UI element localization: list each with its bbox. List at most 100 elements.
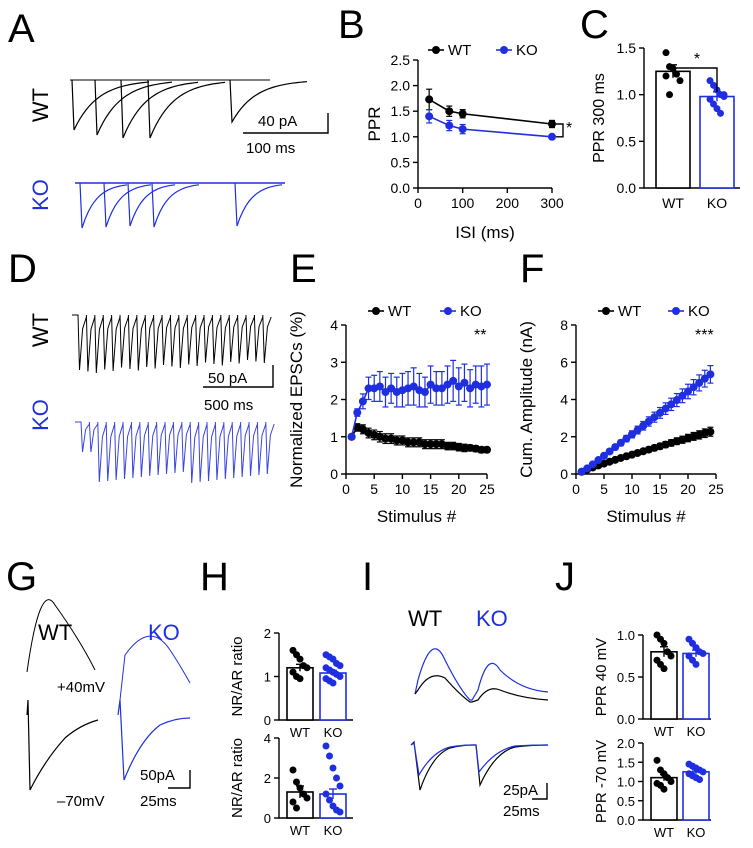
panel-b-point-wt xyxy=(425,95,434,104)
panel-h-top-datapoint-ko xyxy=(336,673,344,680)
panel-b-xtick-label: 200 xyxy=(496,195,520,211)
panel-b-ytick-label: 1.5 xyxy=(391,103,411,119)
panel-c-datapoint-wt xyxy=(662,49,670,57)
panel-e-ytick-label: 1 xyxy=(330,429,338,445)
panel-j-top-datapoint-wt xyxy=(660,665,668,673)
panel-a-ko-epsc xyxy=(151,182,200,228)
panel-e-point-ko xyxy=(381,388,390,397)
panel-e-legend-label-ko: KO xyxy=(460,303,482,320)
panel-b-xlabel: ISI (ms) xyxy=(455,223,515,242)
panel-h-bottom-category-label-ko: KO xyxy=(324,823,343,838)
panel-f-point-ko xyxy=(678,391,687,400)
panel-e-legend-marker-ko xyxy=(444,307,452,315)
panel-e-point-wt xyxy=(432,440,441,449)
panel-e-xtick-label: 10 xyxy=(395,481,411,497)
panel-e-point-ko xyxy=(466,384,475,393)
panel-b-legend-label-wt: WT xyxy=(448,42,471,59)
panel-f-xtick-label: 25 xyxy=(708,481,724,497)
panel-b-significance: * xyxy=(566,120,572,137)
panel-b-point-ko xyxy=(548,132,556,141)
panel-a-ko-trace xyxy=(75,182,285,229)
panel-label-f: F xyxy=(520,247,544,291)
panel-c-ytick-label: 1.0 xyxy=(617,87,637,103)
panel-e-point-ko xyxy=(375,382,384,391)
panel-f-ytick-label: 8 xyxy=(560,317,568,333)
panel-f-ytick-label: 4 xyxy=(560,392,568,408)
panel-e-point-ko xyxy=(432,384,441,393)
panel-e-significance: ** xyxy=(474,327,486,344)
panel-f-point-ko xyxy=(616,438,625,447)
panel-f-chart: 0 2 4 6 8 0 5 10 15 20 25 Stimulus # Cum. Amplitude … xyxy=(517,303,724,526)
panel-e-xtick-label: 20 xyxy=(451,481,467,497)
panel-e-point-ko xyxy=(426,380,435,389)
panel-f-point-ko xyxy=(628,430,636,439)
panel-f-point-ko xyxy=(583,464,592,473)
panel-g-wt-label: WT xyxy=(38,620,72,645)
panel-b-point-ko xyxy=(445,121,454,130)
panel-e-point-ko xyxy=(437,384,446,393)
panel-d-ko-label: KO xyxy=(28,399,53,431)
panel-e-point-ko xyxy=(483,380,491,389)
panel-g-wt-neg-trace xyxy=(26,699,99,791)
panel-g-hold-neg: –70mV xyxy=(57,793,105,810)
panel-j-bottom-datapoint-ko xyxy=(699,768,707,776)
panel-e-point-wt xyxy=(483,445,491,454)
panel-f-xtick-label: 15 xyxy=(652,481,668,497)
panel-e-point-ko xyxy=(454,382,463,391)
panel-f-point-ko xyxy=(605,447,614,456)
panel-f-xtick-label: 0 xyxy=(572,481,580,497)
panel-e-point-ko xyxy=(347,432,356,441)
panel-d-scale-bar xyxy=(203,365,274,388)
panel-f-significance: *** xyxy=(695,327,714,344)
panel-a-wt-epsc xyxy=(94,79,173,136)
panel-e-point-wt xyxy=(409,438,418,447)
panel-a-scale-y: 40 pA xyxy=(258,113,297,130)
panel-f-point-ko xyxy=(661,404,670,413)
panel-e-point-wt xyxy=(392,436,401,445)
panel-d-ko-train xyxy=(75,421,275,484)
panel-h-bottom-datapoint-wt xyxy=(289,798,297,806)
panel-e-xtick-label: 5 xyxy=(370,481,378,497)
panel-e-ytick-label: 3 xyxy=(330,354,338,370)
panel-g-wt-pos-trace xyxy=(26,599,96,673)
panel-j-top-ytick-label: 0.0 xyxy=(617,712,635,727)
panel-f-ytick-label: 6 xyxy=(560,354,568,370)
panel-f-point-ko xyxy=(695,378,704,387)
panel-h-top-datapoint-wt xyxy=(296,675,304,683)
panel-f-point-ko xyxy=(656,408,664,417)
panel-e-point-wt xyxy=(420,440,429,449)
panel-e-point-ko xyxy=(449,376,458,385)
panel-h-top-ytick-label: 2 xyxy=(264,626,271,641)
panel-j-top-chart: 0.0 0.5 1.0 PPR 40 mV WT KO xyxy=(593,628,711,739)
panel-f-point-ko xyxy=(639,421,648,430)
panel-label-c: C xyxy=(580,3,609,47)
panel-b-series-line-wt xyxy=(428,98,553,125)
panel-e-point-ko xyxy=(358,397,367,406)
panel-b-xtick-label: 0 xyxy=(414,195,422,211)
panel-c-datapoint-ko xyxy=(717,109,724,117)
panel-h-bottom-ytick-label: 0 xyxy=(264,811,271,826)
panel-e-point-wt xyxy=(460,443,469,452)
panel-e-ytick-label: 0 xyxy=(330,466,338,482)
panel-j-top-datapoint-wt xyxy=(660,639,668,647)
panel-e-point-wt xyxy=(381,434,390,443)
panel-h-bottom-datapoint-ko xyxy=(326,796,333,804)
panel-e-point-ko xyxy=(443,380,452,389)
panel-e-point-wt xyxy=(358,425,367,434)
panel-label-e: E xyxy=(290,247,317,291)
panel-f-ytick-label: 2 xyxy=(560,429,568,445)
panel-c-datapoint-wt xyxy=(676,77,684,85)
panel-c-significance: * xyxy=(694,51,700,68)
panel-g-scale-y: 50pA xyxy=(140,767,175,784)
panel-b-ytick-label: 0.0 xyxy=(391,180,411,196)
panel-e-xtick-label: 0 xyxy=(342,481,350,497)
panel-b-series-line-ko xyxy=(428,115,553,138)
panel-a-ko-epsc xyxy=(234,182,283,227)
panel-e-point-ko xyxy=(409,382,418,391)
panel-a-ko-epsc xyxy=(103,182,152,228)
panel-e-point-ko xyxy=(420,388,429,397)
panel-d-scale-y: 50 pA xyxy=(208,370,247,387)
panel-g-ko-neg-trace xyxy=(117,699,191,781)
panel-g-scale-x: 25ms xyxy=(140,793,177,810)
panel-b-point-wt xyxy=(445,107,454,116)
